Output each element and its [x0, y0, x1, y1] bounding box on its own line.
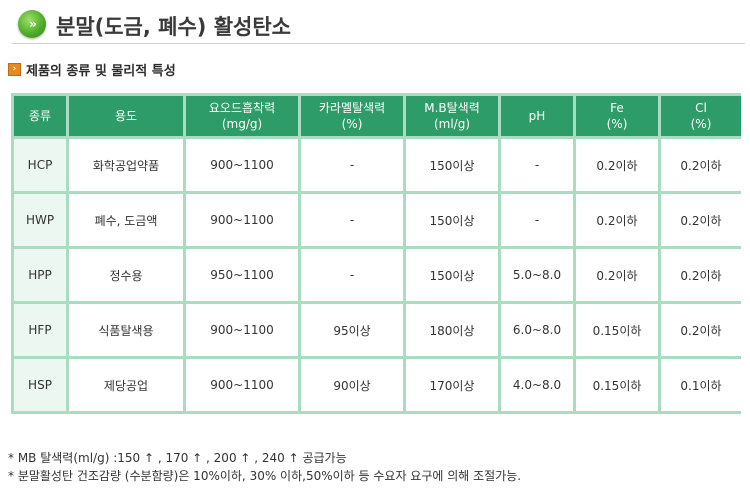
table-cell: 170이상	[406, 359, 498, 411]
product-code-cell: HWP	[14, 194, 66, 246]
table-row: HPP 정수용 950~1100 - 150이상 5.0~8.0 0.2이하 0…	[14, 249, 741, 301]
table-cell: 150이상	[406, 249, 498, 301]
footnote: * 분말활성탄 건조감량 (수분함량)은 10%이하, 30% 이하,50%이하…	[8, 469, 522, 483]
table-cell: 90이상	[301, 359, 403, 411]
table-cell: 4.0~8.0	[501, 359, 573, 411]
table-cell: 950~1100	[186, 249, 298, 301]
header-unit: (ml/g)	[433, 117, 471, 131]
header-label: 용도	[114, 109, 138, 123]
table-cell: -	[301, 249, 403, 301]
table-cell: 150이상	[406, 194, 498, 246]
header-unit: (%)	[341, 117, 363, 131]
header-label: 요오드흡착력	[208, 101, 276, 115]
table-cell: 900~1100	[186, 304, 298, 356]
section-heading: › 제품의 종류 및 물리적 특성	[8, 60, 176, 79]
table-row: HCP 화학공업약품 900~1100 - 150이상 - 0.2이하 0.2이…	[14, 139, 741, 191]
table-cell: 900~1100	[186, 139, 298, 191]
table-cell: 폐수, 도금액	[69, 194, 183, 246]
table-cell: 6.0~8.0	[501, 304, 573, 356]
header-cell: 요오드흡착력 (mg/g)	[186, 96, 298, 136]
table-cell: -	[501, 194, 573, 246]
table-cell: 0.2이하	[576, 139, 658, 191]
header-cell: Fe (%)	[576, 96, 658, 136]
table-cell: -	[301, 194, 403, 246]
product-table-container: 종류 용도 요오드흡착력 (mg/g) 카라멜탈색력 (%) M.B탈색력 (ml/g…	[11, 93, 741, 414]
table-cell: 0.1이하	[661, 359, 741, 411]
table-cell: 0.15이하	[576, 304, 658, 356]
page-title: 분말(도금, 폐수) 활성탄소	[56, 15, 291, 39]
header-unit: (%)	[606, 117, 628, 131]
table-cell: 5.0~8.0	[501, 249, 573, 301]
header-cell: M.B탈색력 (ml/g)	[406, 96, 498, 136]
product-code-cell: HFP	[14, 304, 66, 356]
product-code-cell: HPP	[14, 249, 66, 301]
table-cell: 150이상	[406, 139, 498, 191]
footnote: * MB 탈색력(ml/g) :150 ↑ , 170 ↑ , 200 ↑ , …	[8, 451, 347, 465]
table-cell: -	[301, 139, 403, 191]
header-cell: pH	[501, 96, 573, 136]
header-cell: 카라멜탈색력 (%)	[301, 96, 403, 136]
table-row: HSP 제당공업 900~1100 90이상 170이상 4.0~8.0 0.1…	[14, 359, 741, 411]
page-header: » 분말(도금, 폐수) 활성탄소	[12, 8, 745, 42]
product-code-cell: HCP	[14, 139, 66, 191]
header-label: pH	[528, 109, 546, 123]
table-cell: -	[501, 139, 573, 191]
product-table: 종류 용도 요오드흡착력 (mg/g) 카라멜탈색력 (%) M.B탈색력 (ml/g…	[11, 93, 744, 414]
table-cell: 900~1100	[186, 194, 298, 246]
table-cell: 0.2이하	[661, 304, 741, 356]
table-row: HFP 식품탈색용 900~1100 95이상 180이상 6.0~8.0 0.…	[14, 304, 741, 356]
header-label: 종류	[28, 109, 52, 123]
table-cell: 화학공업약품	[69, 139, 183, 191]
table-cell: 0.2이하	[661, 249, 741, 301]
table-cell: 95이상	[301, 304, 403, 356]
header-unit: (mg/g)	[221, 117, 263, 131]
section-title: 제품의 종류 및 물리적 특성	[26, 63, 176, 79]
table-cell: 900~1100	[186, 359, 298, 411]
footnotes: * MB 탈색력(ml/g) :150 ↑ , 170 ↑ , 200 ↑ , …	[8, 449, 521, 485]
product-code-cell: HSP	[14, 359, 66, 411]
table-cell: 정수용	[69, 249, 183, 301]
green-circle-arrow-icon: »	[18, 10, 46, 38]
orange-square-arrow-icon: ›	[8, 62, 21, 76]
header-label: Fe	[610, 101, 624, 115]
table-cell: 식품탈색용	[69, 304, 183, 356]
header-label: Cl	[695, 101, 707, 115]
table-cell: 180이상	[406, 304, 498, 356]
table-cell: 제당공업	[69, 359, 183, 411]
table-row: HWP 폐수, 도금액 900~1100 - 150이상 - 0.2이하 0.2…	[14, 194, 741, 246]
header-divider	[12, 43, 745, 44]
header-unit: (%)	[690, 117, 712, 131]
header-cell: 종류	[14, 96, 66, 136]
table-cell: 0.15이하	[576, 359, 658, 411]
table-cell: 0.2이하	[576, 249, 658, 301]
table-cell: 0.2이하	[661, 139, 741, 191]
header-cell: Cl (%)	[661, 96, 741, 136]
table-cell: 0.2이하	[661, 194, 741, 246]
table-header-row: 종류 용도 요오드흡착력 (mg/g) 카라멜탈색력 (%) M.B탈색력 (ml/g…	[14, 96, 741, 136]
header-cell: 용도	[69, 96, 183, 136]
table-cell: 0.2이하	[576, 194, 658, 246]
header-label: M.B탈색력	[424, 101, 480, 115]
header-label: 카라멜탈색력	[318, 101, 386, 115]
